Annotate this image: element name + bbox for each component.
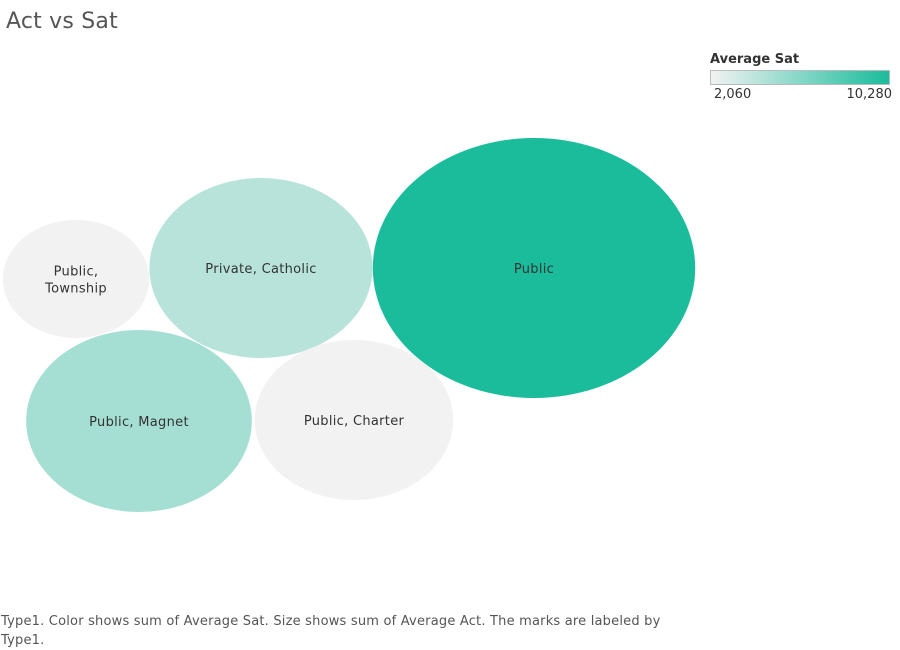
bubble-label: Public, Charter bbox=[304, 414, 405, 429]
bubble-label: Township bbox=[44, 282, 107, 297]
bubble-public-charter[interactable]: Public, Charter bbox=[254, 340, 454, 500]
bubble-private-catholic[interactable]: Private, Catholic bbox=[149, 178, 373, 358]
bubble-public-magnet[interactable]: Public, Magnet bbox=[26, 330, 252, 512]
legend-title: Average Sat bbox=[710, 52, 800, 67]
chart-caption: Type1. Color shows sum of Average Sat. S… bbox=[1, 614, 661, 648]
bubble-public[interactable]: Public bbox=[372, 138, 696, 398]
bubble-label: Public bbox=[514, 262, 554, 277]
bubble-label: Private, Catholic bbox=[205, 262, 316, 277]
bubble-label: Public, bbox=[54, 265, 99, 280]
color-legend: Average Sat 2,060 10,280 bbox=[710, 52, 895, 103]
bubble-label: Public, Magnet bbox=[89, 415, 189, 430]
bubble-mark[interactable] bbox=[372, 138, 696, 398]
bubble-mark[interactable] bbox=[254, 340, 454, 500]
chart-title: Act vs Sat bbox=[6, 9, 118, 34]
bubble-public-township[interactable]: Public, Township bbox=[2, 220, 150, 338]
legend-min-label: 2,060 bbox=[714, 87, 752, 102]
bubble-mark[interactable] bbox=[26, 330, 252, 512]
legend-labels: 2,060 10,280 bbox=[710, 85, 892, 103]
legend-color-ramp bbox=[710, 70, 890, 85]
legend-max-label: 10,280 bbox=[846, 87, 893, 102]
bubble-mark[interactable] bbox=[149, 178, 373, 358]
bubble-mark[interactable] bbox=[2, 220, 150, 338]
